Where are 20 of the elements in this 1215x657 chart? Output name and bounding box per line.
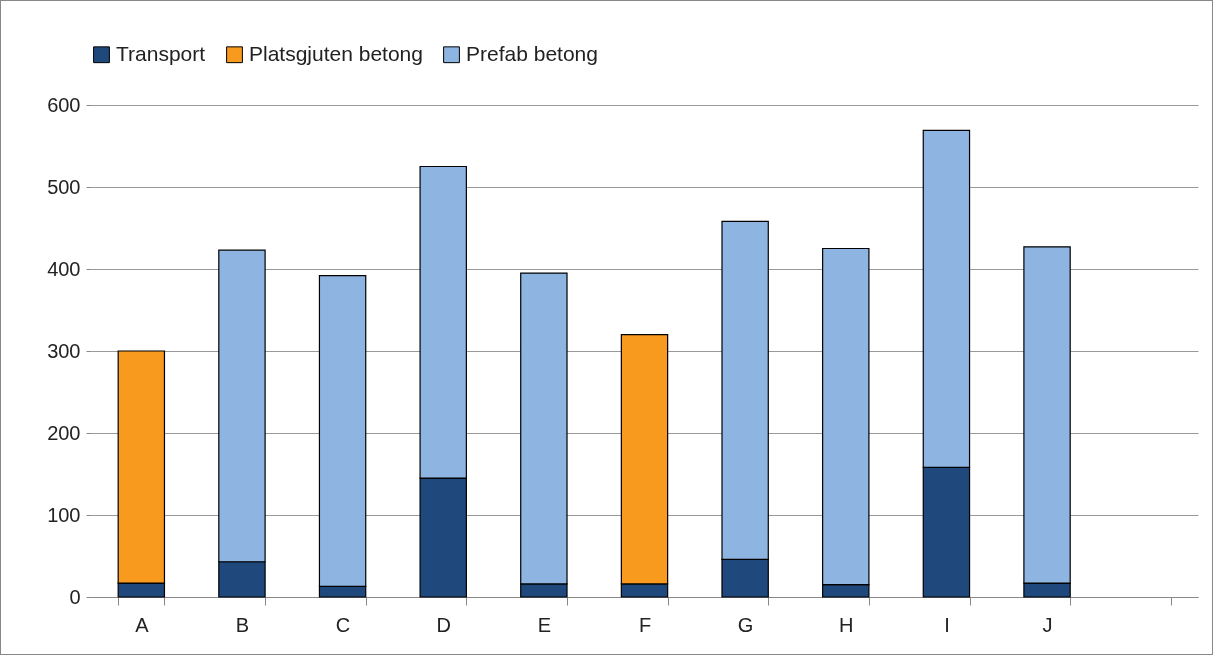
y-tick-label: 100	[47, 503, 81, 526]
y-tick-label: 300	[47, 339, 81, 362]
y-tick-label: 500	[47, 175, 81, 198]
y-tick-label: 0	[69, 585, 81, 608]
legend-label: Platsgjuten betong	[249, 41, 423, 65]
y-tick-label: 600	[47, 93, 81, 116]
x-tick-label: A	[135, 613, 150, 636]
y-tick-label: 200	[47, 421, 81, 444]
x-tick-label: G	[737, 613, 754, 636]
x-tick-label: H	[839, 613, 854, 636]
x-tick-label: J	[1042, 613, 1053, 636]
legend-label: Transport	[116, 41, 206, 65]
x-tick-label: E	[537, 613, 552, 636]
x-tick-label: I	[944, 613, 950, 636]
x-tick-label: F	[638, 613, 652, 636]
x-tick-label: C	[335, 613, 351, 636]
y-tick-label: 400	[47, 257, 81, 280]
x-tick-label: B	[235, 613, 250, 636]
legend-label: Prefab betong	[466, 41, 598, 65]
x-tick-label: D	[436, 613, 451, 636]
